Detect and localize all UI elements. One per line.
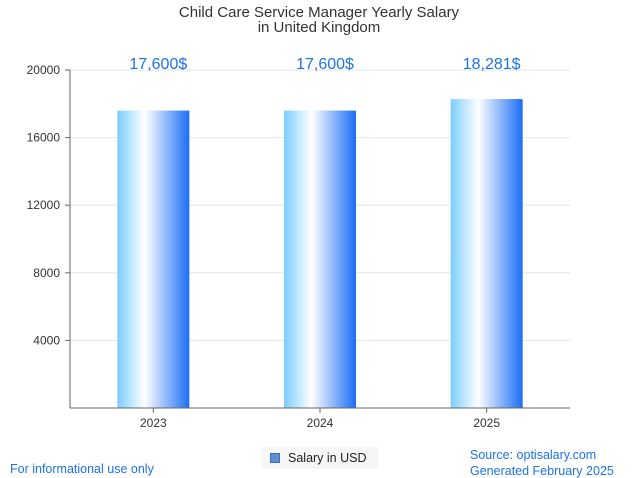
bar-2024 <box>284 110 356 408</box>
y-tick-label: 4000 <box>33 333 60 347</box>
y-axis-ticks: 4000 8000 12000 16000 20000 <box>27 63 70 347</box>
chart-title-line-1: Child Care Service Manager Yearly Salary <box>179 4 460 21</box>
y-tick-label: 16000 <box>27 131 61 145</box>
disclaimer-text: For informational use only <box>10 462 154 476</box>
x-tick-label-2023: 2023 <box>140 416 167 430</box>
x-axis-ticks: 2023 2024 2025 <box>140 408 500 430</box>
data-labels: 17,600$ 17,600$ 18,281$ <box>129 56 520 73</box>
bars <box>117 99 523 409</box>
data-label-2023: 17,600$ <box>129 56 187 73</box>
chart-legend: Salary in USD <box>262 447 378 469</box>
x-tick-label-2025: 2025 <box>473 416 500 430</box>
bar-2025 <box>450 99 523 409</box>
chart-title-line-2: in United Kingdom <box>258 19 381 36</box>
x-tick-label-2024: 2024 <box>307 416 334 430</box>
generated-date: Generated February 2025 <box>470 464 614 478</box>
source-credit: Source: optisalary.com Generated Februar… <box>470 447 614 478</box>
legend-label: Salary in USD <box>288 451 367 465</box>
bar-2023 <box>117 110 190 408</box>
data-label-2024: 17,600$ <box>296 56 354 73</box>
legend-swatch <box>270 453 280 463</box>
y-tick-label: 8000 <box>33 266 60 280</box>
data-label-2025: 18,281$ <box>463 56 521 73</box>
y-tick-label: 12000 <box>27 198 61 212</box>
y-tick-label: 20000 <box>27 63 61 77</box>
source-text: Source: optisalary.com <box>470 448 597 462</box>
